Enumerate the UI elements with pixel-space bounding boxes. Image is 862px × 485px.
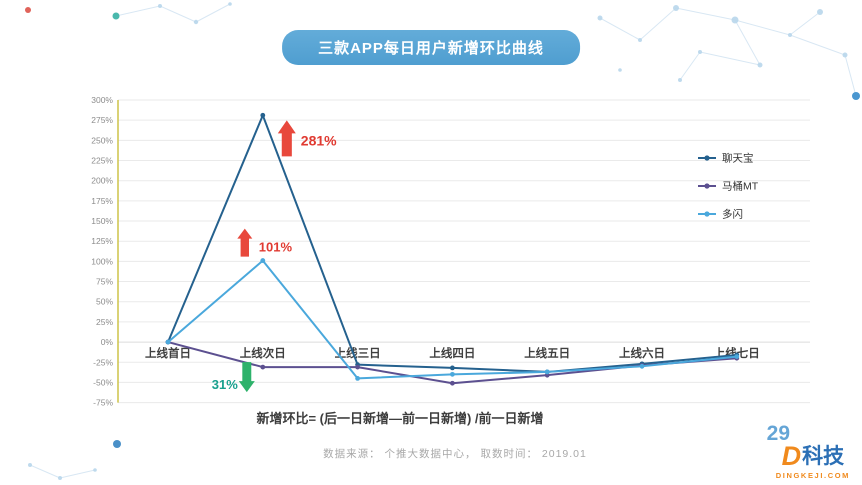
y-tick-label: 175% (91, 196, 113, 206)
dingkeji-logo: D科技 DINGKEJI.COM (771, 440, 854, 481)
legend-label: 聊天宝 (722, 152, 754, 165)
data-point (260, 112, 266, 118)
y-tick-label: 250% (91, 135, 113, 145)
legend-marker-dot (704, 183, 710, 189)
logo-mark: D (781, 440, 802, 471)
page-number: 29 (766, 422, 790, 445)
y-tick-label: -25% (93, 357, 113, 367)
legend-marker-dot (704, 155, 710, 161)
y-tick-label: 0% (101, 337, 114, 347)
data-point (260, 364, 266, 370)
up-arrow-icon (277, 120, 296, 157)
data-point (639, 363, 645, 369)
data-point (544, 369, 550, 375)
x-tick-label: 上线五日 (524, 346, 570, 360)
data-point (165, 339, 171, 345)
logo-domain: DINGKEJI.COM (775, 470, 850, 480)
chart-title: 三款APP每日用户新增环比曲线 (282, 30, 580, 65)
data-point (450, 380, 455, 386)
y-tick-label: 75% (96, 277, 113, 287)
y-tick-label: 300% (91, 95, 113, 105)
y-tick-label: 100% (91, 256, 113, 266)
legend-marker-dot (704, 211, 710, 217)
y-tick-label: 200% (91, 176, 113, 186)
up-arrow-icon (237, 228, 253, 257)
data-point (355, 375, 360, 381)
legend-label: 多闪 (722, 208, 743, 221)
y-tick-label: 275% (91, 115, 113, 125)
y-tick-label: 225% (91, 156, 113, 166)
data-point (734, 354, 740, 360)
x-tick-label: 上线四日 (429, 346, 475, 360)
legend-label: 马桶MT (722, 180, 759, 193)
line-chart: 300% 275% 250% 225% 200% 175% 150% 125% 100% 75% 5… (91, 95, 810, 408)
series-line (167, 114, 737, 373)
x-tick-label: 上线三日 (335, 346, 381, 360)
x-tick-label: 上线次日 (240, 346, 286, 360)
y-tick-label: -75% (93, 398, 113, 408)
down-arrow-icon (238, 362, 255, 393)
y-tick-label: 150% (91, 216, 113, 226)
annotation-label: 101% (259, 240, 293, 255)
y-tick-label: 125% (91, 236, 113, 246)
data-source: 数据来源： 个推大数据中心， 取数时间： 2019.01 (323, 448, 587, 460)
logo-text: 科技 (802, 444, 845, 468)
x-tick-label: 上线六日 (619, 346, 665, 360)
annotation-label: 281% (301, 132, 337, 148)
y-tick-label: 25% (96, 317, 113, 327)
annotation-label: 31% (212, 377, 238, 392)
y-tick-label: -50% (93, 377, 113, 387)
y-tick-label: 50% (96, 297, 113, 307)
x-tick-label: 上线首日 (145, 346, 191, 360)
data-point (355, 364, 360, 370)
series-line (167, 259, 737, 380)
data-point (260, 258, 266, 263)
data-point (450, 365, 455, 371)
formula-note: 新增环比= (后一日新增—前一日新增) /前一日新增 (256, 411, 544, 426)
data-point (450, 371, 455, 377)
